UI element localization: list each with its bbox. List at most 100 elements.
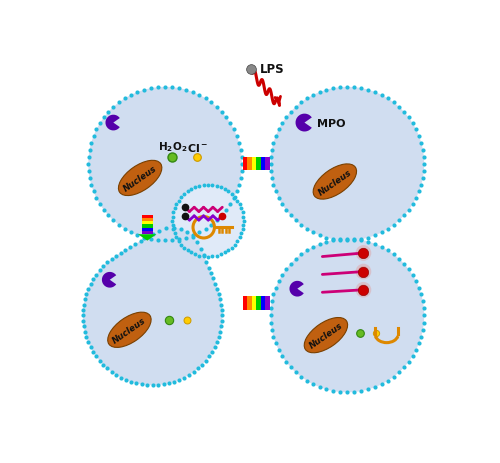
Point xyxy=(215,291,223,298)
Point xyxy=(270,291,278,299)
Point xyxy=(190,369,198,376)
Point xyxy=(419,298,427,306)
Point xyxy=(200,253,207,260)
Point xyxy=(213,339,221,346)
Point xyxy=(226,120,234,128)
Point xyxy=(236,201,244,208)
Point xyxy=(292,369,300,376)
Point xyxy=(116,250,124,257)
Wedge shape xyxy=(102,272,116,288)
Bar xyxy=(260,297,265,310)
Point xyxy=(122,376,130,384)
Point xyxy=(89,276,97,283)
Point xyxy=(147,85,155,93)
Point xyxy=(272,133,280,140)
Point xyxy=(371,232,379,239)
Point xyxy=(412,346,420,354)
Point xyxy=(215,333,223,341)
Point xyxy=(213,217,221,225)
Point xyxy=(100,207,108,214)
Point xyxy=(268,326,276,334)
Point xyxy=(297,251,305,258)
Bar xyxy=(142,228,153,232)
Point xyxy=(176,85,184,93)
Point xyxy=(140,234,148,242)
Point xyxy=(220,186,228,194)
Text: Nucleus: Nucleus xyxy=(122,164,158,193)
Point xyxy=(233,188,241,196)
Point xyxy=(198,361,206,369)
Point xyxy=(400,212,408,219)
Point xyxy=(161,237,169,244)
Point xyxy=(408,120,416,128)
Point xyxy=(90,188,98,196)
Bar xyxy=(248,297,252,310)
Ellipse shape xyxy=(313,164,356,200)
Point xyxy=(322,386,330,393)
Point xyxy=(86,281,94,288)
Point xyxy=(322,238,330,246)
Point xyxy=(316,232,324,239)
Point xyxy=(234,238,241,245)
Bar xyxy=(260,157,265,171)
Point xyxy=(417,291,425,299)
Point xyxy=(404,266,412,273)
Bar xyxy=(142,219,153,222)
Point xyxy=(404,114,412,122)
Point xyxy=(188,186,196,194)
Point xyxy=(420,168,428,175)
Bar xyxy=(243,157,248,171)
Point xyxy=(189,89,197,96)
Point xyxy=(238,161,246,168)
Point xyxy=(238,205,246,213)
Point xyxy=(216,328,224,336)
Bar xyxy=(265,297,270,310)
Point xyxy=(415,133,423,140)
Text: Nucleus: Nucleus xyxy=(308,321,344,350)
Point xyxy=(228,244,235,252)
Point xyxy=(222,114,230,122)
Point xyxy=(79,307,87,314)
Point xyxy=(420,319,428,326)
Point xyxy=(420,161,428,168)
Point xyxy=(170,230,178,238)
Circle shape xyxy=(358,285,369,295)
Point xyxy=(185,371,193,379)
Point xyxy=(216,184,224,192)
Point xyxy=(79,318,87,325)
Point xyxy=(231,194,239,201)
Point xyxy=(329,388,337,395)
Point xyxy=(132,241,140,248)
Point xyxy=(104,365,112,372)
Point xyxy=(384,377,392,385)
Point xyxy=(202,357,209,365)
Wedge shape xyxy=(296,114,312,132)
Point xyxy=(162,225,170,232)
Point xyxy=(238,226,246,233)
Point xyxy=(238,168,246,175)
Point xyxy=(329,237,337,244)
Text: $\mathbf{H_2O_2}$: $\mathbf{H_2O_2}$ xyxy=(158,140,187,154)
Point xyxy=(270,181,278,189)
Point xyxy=(282,207,290,214)
Circle shape xyxy=(110,275,112,277)
Point xyxy=(400,261,408,268)
Point xyxy=(272,340,280,347)
Point xyxy=(282,266,290,273)
Point xyxy=(412,195,420,202)
Point xyxy=(378,244,386,251)
Point xyxy=(350,84,358,92)
Point xyxy=(268,298,276,306)
Point xyxy=(79,312,87,319)
Point xyxy=(112,252,120,260)
Point xyxy=(208,182,216,190)
Point xyxy=(138,381,145,388)
Point xyxy=(371,383,379,391)
Point xyxy=(208,222,216,229)
Bar xyxy=(142,215,153,219)
Point xyxy=(174,197,182,205)
Point xyxy=(143,382,151,389)
Point xyxy=(84,339,92,346)
Point xyxy=(92,126,100,134)
Point xyxy=(384,226,392,233)
